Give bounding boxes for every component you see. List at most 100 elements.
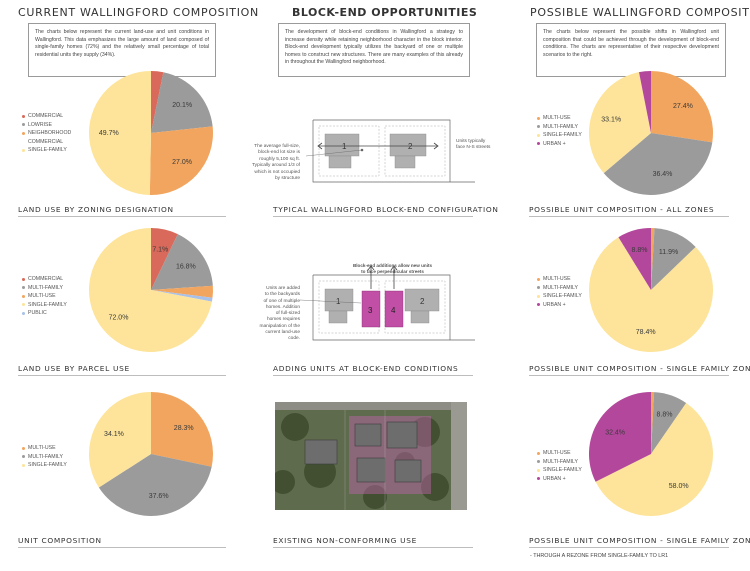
legend-item: COMMERCIAL [22,275,67,284]
pie-slice-multi-family [603,133,713,195]
legend-item: MULTI-USE [537,449,582,458]
legend-item: MULTI-FAMILY [22,453,67,462]
pie-slice-public [151,290,213,302]
legend-label: PUBLIC [28,310,47,317]
arrows [367,265,398,289]
slice-value-label: 32.4% [605,429,625,436]
legend-item: MULTI-USE [537,114,582,123]
legend-item: URBAN + [537,140,582,149]
legend-land-use-parcel: COMMERCIAL MULTI-FAMILY MULTI-USE SINGLE-FA… [22,275,67,318]
left-intro: The charts below represent the current l… [28,23,216,77]
units-added-note: Units are added to the backyards of one … [259,286,300,342]
legend-item: MULTI-FAMILY [537,284,582,293]
pie-slice-multi-use [651,392,655,454]
legend-label: MULTI-USE [543,276,571,282]
legend-item: SINGLE-FAMILY [537,466,582,475]
legend-label: SINGLE-FAMILY [543,132,582,139]
pie-slice-single-family [589,72,651,174]
pie-slice-multi-use [651,71,713,143]
divider [18,547,226,548]
footnote: - THROUGH A REZONE FROM SINGLE-FAMILY TO… [530,553,669,559]
legend-label: MULTI-FAMILY [543,123,578,130]
slice-value-label: 49.7% [99,130,119,137]
legend-label: MULTI-FAMILY [543,458,578,465]
block-streets [312,274,475,341]
existing-houses [324,288,440,324]
houses [324,133,427,169]
pie-slice-commercial [151,71,164,133]
legend-label: SINGLE-FAMILY [28,462,67,469]
pie-slice-urban [589,392,651,482]
lot-lines [318,125,446,177]
pie-slice-single-family [88,71,151,195]
divider [18,216,226,217]
pie-slice-multi-family [98,454,212,516]
legend-label: MULTI-USE [28,293,56,300]
legend-item: SINGLE-FAMILY [22,146,71,155]
divider [273,216,473,217]
legend-swatch [22,455,25,459]
house-1-number: 1 [336,297,341,306]
diagram-adding-units: 1 2 3 4 [299,265,475,341]
slice-value-label: 37.6% [149,493,169,500]
diagram-typical-block-end: 1 2 [305,119,475,183]
divider [529,216,729,217]
legend-item: MULTI-FAMILY [22,284,67,293]
legend-item: URBAN + [537,475,582,484]
label-adding-units: ADDING UNITS AT BLOCK-END CONDITIONS [273,364,459,373]
middle-heading: BLOCK-END OPPORTUNITIES [292,6,478,19]
slice-value-label: 7.1% [152,246,168,253]
units-face-note: Units typically face N-S streets [456,139,491,151]
legend-possible-sf-zones: MULTI-USE MULTI-FAMILY SINGLE-FAMILY URBAN … [537,275,582,309]
legend-swatch [537,451,540,455]
legend-swatch [22,463,25,467]
label-land-use-parcel: LAND USE BY PARCEL USE [18,364,130,373]
legend-label: MULTI-FAMILY [543,284,578,291]
legend-item: MULTI-FAMILY [537,458,582,467]
pie-slice-urban [618,228,651,290]
divider [529,375,729,376]
legend-item: MULTI-USE [22,292,67,301]
slice-value-label: 33.1% [601,116,621,123]
slice-value-label: 20.1% [172,102,192,109]
legend-possible-sf-zones-rezone: MULTI-USE MULTI-FAMILY SINGLE-FAMILY URBAN … [537,449,582,483]
legend-label: MULTI-USE [543,450,571,456]
pie-slice-neighborhood-commercial [149,126,213,195]
middle-intro: The development of block-end conditions … [278,23,470,77]
pie-slice-single-family [595,402,713,516]
legend-swatch [22,303,25,307]
legend-label: URBAN + [543,301,566,308]
house-3-number: 3 [368,306,373,315]
label-typical-block-end: TYPICAL WALLINGFORD BLOCK-END CONFIGURAT… [273,205,499,214]
label-possible-sf-zones: POSSIBLE UNIT COMPOSITION - SINGLE FAMIL… [529,364,750,373]
legend-label: SINGLE-FAMILY [543,293,582,300]
legend-label: NEIGHBORHOOD COMMERCIAL [28,130,72,145]
legend-item: COMMERCIAL [22,112,71,121]
legend-label: URBAN + [543,140,566,147]
legend-swatch [22,294,25,298]
slice-value-label: 78.4% [636,329,656,336]
legend-label: MULTI-USE [28,445,56,451]
label-unit-composition: UNIT COMPOSITION [18,536,102,545]
pie-slice-single-family [88,228,212,352]
legend-label: MULTI-USE [543,115,571,121]
legend-unit-composition: MULTI-USE MULTI-FAMILY SINGLE-FAMILY [22,444,67,470]
block-end-additions-note: Block-end additions allow new units to f… [352,263,433,274]
arrows [317,142,439,150]
house-2-number: 2 [408,142,413,151]
slice-value-label: 34.1% [104,431,124,438]
legend-item: URBAN + [537,301,582,310]
legend-label: COMMERCIAL [28,113,64,119]
pie-unit-composition: 28.3% 37.6% 34.1% [89,392,213,516]
legend-swatch [537,286,540,290]
legend-item: SINGLE-FAMILY [537,131,582,140]
pie-slice-single-family [589,237,713,352]
pie-possible-sf-zones-rezone: 8.8% 58.0% 32.4% [589,392,713,516]
legend-swatch [22,123,25,127]
pie-slice-multi-use [151,285,213,298]
legend-label: COMMERCIAL [28,276,64,282]
legend-swatch [537,303,540,307]
pie-possible-sf-zones: 11.9% 78.4% 8.8% [589,228,713,352]
label-possible-all-zones: POSSIBLE UNIT COMPOSITION - ALL ZONES [529,205,715,214]
legend-swatch [537,116,540,120]
